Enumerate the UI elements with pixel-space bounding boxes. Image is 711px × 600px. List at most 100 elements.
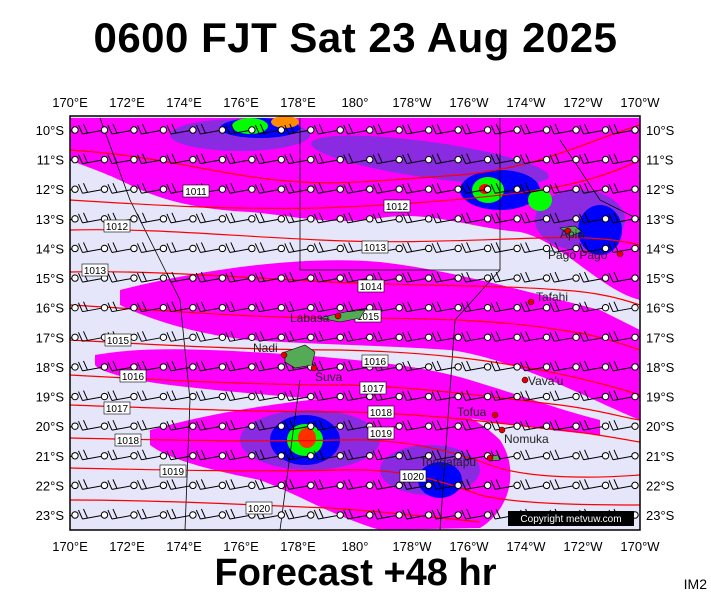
wind-barb (195, 242, 227, 253)
wind-barb (254, 479, 286, 490)
wind-barb (107, 419, 138, 431)
suva-marker (310, 364, 318, 372)
wind-barb (107, 271, 138, 283)
wind-barb (520, 301, 551, 313)
lon-label-top: 174°W (506, 95, 546, 110)
wind-barb (225, 419, 256, 431)
wind-barb (107, 479, 138, 490)
wind-barb (461, 212, 492, 224)
isobar-label-1017: 1017 (103, 401, 131, 415)
wind-barb (225, 331, 256, 342)
wind-barb (136, 479, 168, 490)
place-labels: Apia Pago Pago Tafahi Labasa Nadi Suva V… (253, 227, 608, 469)
wind-barb (343, 479, 374, 490)
wind-barb (579, 449, 610, 461)
rain-extreme-3 (298, 428, 316, 448)
wind-barb (343, 449, 374, 461)
wind-barb (284, 153, 315, 165)
wind-barb (70, 185, 79, 193)
wind-barb (608, 449, 639, 461)
lat-label-left: 23°S (36, 508, 65, 523)
lon-label-bottom: 180° (342, 539, 369, 554)
wind-barb (461, 183, 492, 194)
svg-text:Copyright metvuw.com: Copyright metvuw.com (520, 514, 621, 525)
svg-text:1020: 1020 (402, 472, 425, 483)
place-apia: Apia (560, 227, 584, 241)
wind-barb (343, 153, 374, 165)
wind-barb (431, 271, 462, 283)
isobar (70, 437, 640, 478)
wind-barb (78, 360, 109, 372)
wind-barb (372, 183, 403, 194)
wind-barb (490, 123, 521, 135)
lon-label-bottom: 170°W (620, 539, 660, 554)
lat-label-left: 15°S (36, 271, 65, 286)
wind-barb (136, 212, 168, 224)
wind-barb (608, 331, 639, 342)
wind-barb (195, 153, 227, 165)
wind-barb (608, 123, 639, 135)
wind-barb (608, 242, 639, 253)
wind-barb (579, 479, 610, 490)
wind-barb (372, 153, 403, 165)
wind-barb (490, 271, 521, 283)
wind-barb (78, 390, 109, 402)
wind-barb (402, 183, 433, 194)
wind-barb (313, 271, 344, 283)
lat-label-right: 17°S (646, 330, 675, 345)
wind-barb (195, 360, 227, 372)
vavau-marker (521, 376, 529, 384)
wind-barb (372, 212, 403, 224)
lat-label-left: 16°S (36, 301, 65, 316)
lat-label-left: 14°S (36, 241, 65, 256)
wind-barb (579, 419, 610, 431)
isobar-label-1020: 1020 (245, 501, 273, 515)
wind-barb (402, 331, 433, 342)
wind-barb (107, 301, 138, 313)
wind-barb (372, 479, 403, 490)
isobar (70, 339, 640, 396)
wind-barb (225, 390, 256, 402)
wind-barb (78, 242, 109, 253)
apia-marker (564, 227, 572, 235)
wind-barb (431, 242, 462, 253)
isobar-label-1012b: 1012 (383, 199, 411, 213)
wind-barb (166, 360, 197, 372)
wind-barb (254, 390, 286, 402)
lon-label-bottom: 174°E (166, 539, 202, 554)
island-viti-levu (284, 344, 316, 369)
lon-label-bottom: 178°W (392, 539, 432, 554)
lon-label-bottom: 176°W (449, 539, 489, 554)
wind-barb (520, 123, 551, 135)
wind-barb (461, 331, 492, 342)
wind-barb (136, 331, 168, 342)
wind-barb (166, 449, 197, 461)
wind-barb (461, 419, 492, 431)
wind-barb (70, 452, 79, 460)
wind-barb (549, 419, 580, 431)
svg-text:1020: 1020 (248, 504, 271, 515)
tafahi-marker (527, 298, 535, 306)
wind-barb (107, 390, 138, 402)
isobar-label-1015: 1015 (104, 333, 132, 347)
wind-barb (70, 422, 79, 430)
lat-label-right: 19°S (646, 390, 675, 405)
longitude-labels-top: 170°E 172°E 174°E 176°E 178°E 180° 178°W 176°W 1… (52, 95, 660, 110)
wind-barb (195, 508, 227, 520)
wind-barb (579, 360, 610, 372)
wind-barb (431, 360, 462, 372)
wind-barb (78, 271, 109, 283)
wind-barb (520, 183, 551, 194)
isobar (70, 271, 640, 306)
chart-title: 0600 FJT Sat 23 Aug 2025 (93, 14, 618, 61)
lat-label-left: 11°S (37, 153, 65, 168)
wind-barb (461, 271, 492, 283)
isobar-label-1014: 1014 (357, 279, 385, 293)
wind-barb (431, 123, 462, 135)
wind-barb (490, 331, 521, 342)
wind-barb (195, 390, 227, 402)
wind-barb (431, 183, 462, 194)
lat-label-right: 20°S (646, 419, 675, 434)
lat-label-left: 22°S (36, 478, 65, 493)
wind-barb (78, 479, 109, 490)
